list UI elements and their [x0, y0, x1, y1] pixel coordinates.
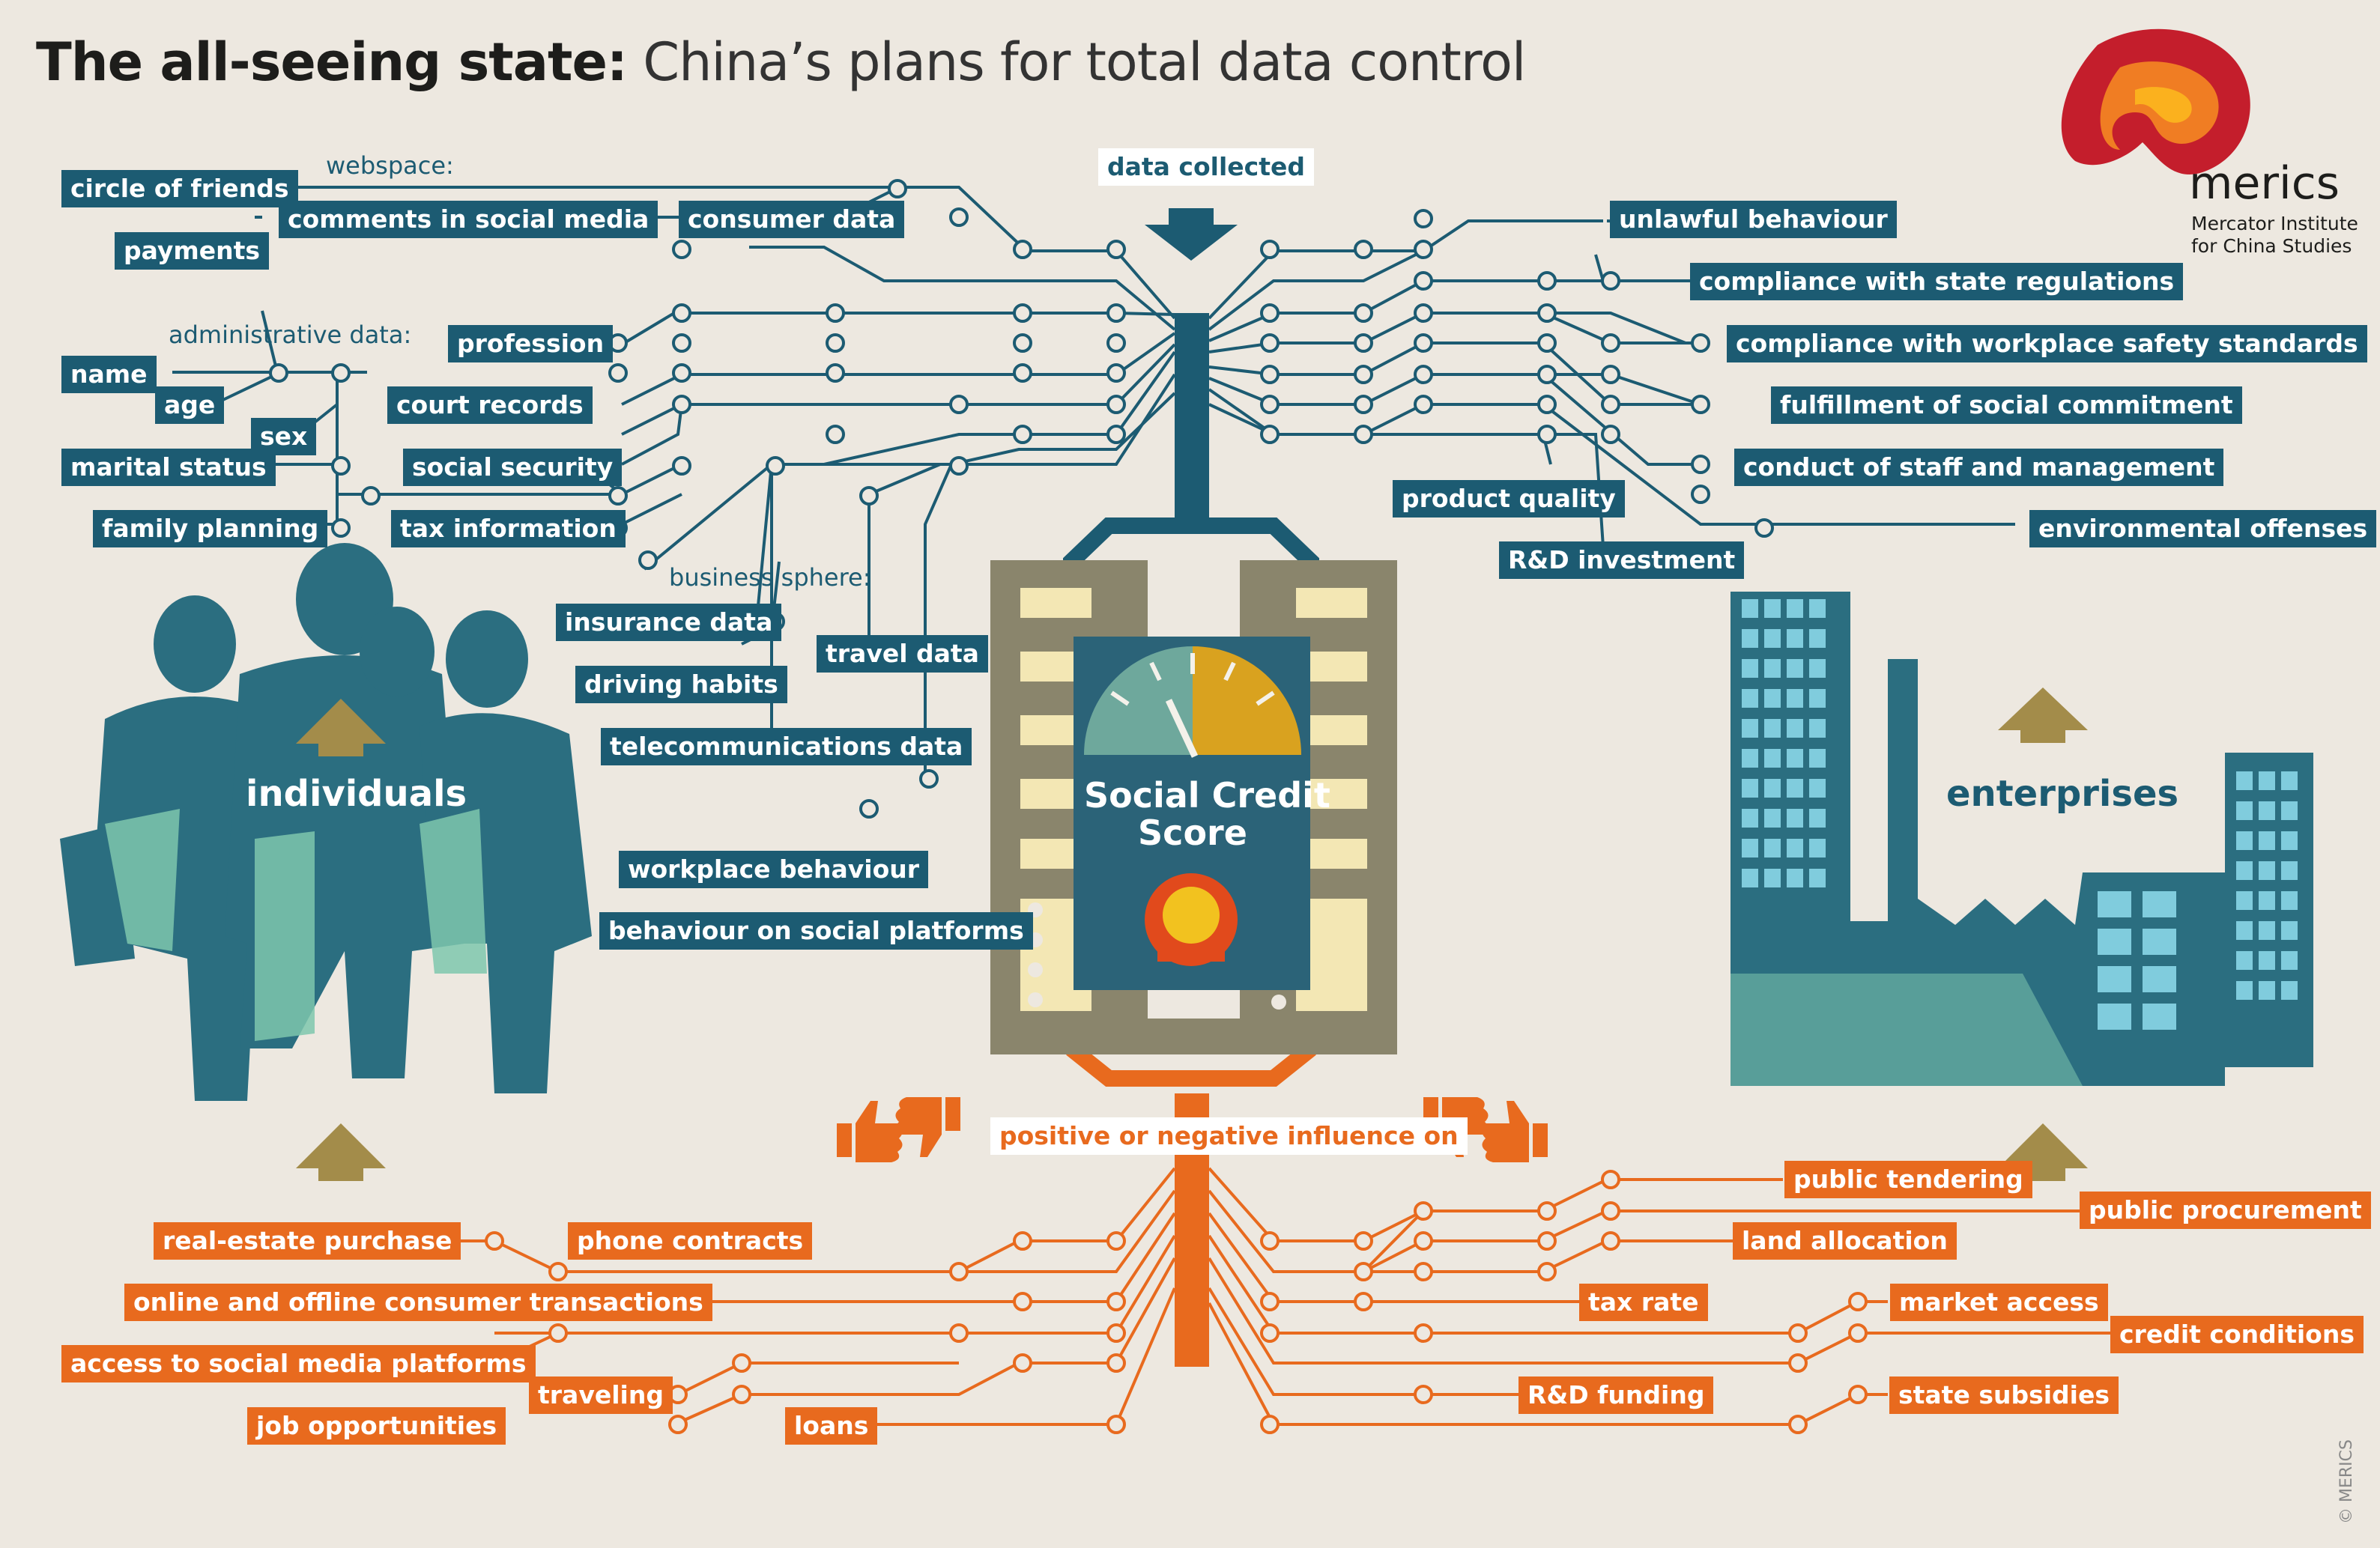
- input-label: circle of friends: [61, 170, 298, 207]
- input-label: tax information: [391, 510, 626, 547]
- webspace-caption: webspace:: [326, 151, 454, 180]
- input-label: driving habits: [575, 666, 787, 703]
- influence-label: positive or negative influence on: [990, 1117, 1468, 1155]
- output-label: access to social media platforms: [61, 1345, 536, 1382]
- input-label: product quality: [1393, 480, 1625, 517]
- input-label: family planning: [93, 510, 328, 547]
- individuals-label: individuals: [246, 773, 467, 815]
- input-label: unlawful behaviour: [1610, 201, 1897, 238]
- input-label: court records: [387, 386, 593, 424]
- merics-logo: [2061, 28, 2250, 174]
- thumbs-up-icon: [837, 1101, 903, 1162]
- up-arrow-icon: [296, 699, 386, 756]
- people-silhouettes: [60, 543, 592, 1101]
- input-label: payments: [115, 232, 270, 270]
- input-label: compliance with workplace safety standar…: [1727, 325, 2367, 362]
- input-label: conduct of staff and management: [1734, 449, 2224, 486]
- score-line-1: Social Credit: [1084, 775, 1330, 816]
- input-label: telecommunications data: [601, 728, 972, 765]
- input-label: name: [61, 356, 157, 393]
- input-label: profession: [448, 325, 614, 362]
- page-title: The all-seeing state: China’s plans for …: [36, 31, 1526, 93]
- administrative-caption: administrative data:: [169, 321, 412, 349]
- output-label: online and offline consumer transactions: [124, 1284, 712, 1321]
- brand-name: merics: [2189, 157, 2340, 210]
- copyright: © MERICS: [2337, 1439, 2356, 1524]
- credit-building: [990, 560, 1397, 1054]
- output-label: public tendering: [1784, 1161, 2032, 1198]
- down-arrow-icon: [1145, 208, 1238, 261]
- output-label: R&D funding: [1518, 1376, 1714, 1414]
- output-label: real-estate purchase: [154, 1222, 461, 1260]
- output-label: job opportunities: [247, 1407, 506, 1445]
- thumbs-up-icon: [1482, 1101, 1548, 1162]
- output-label: tax rate: [1579, 1284, 1708, 1321]
- title-bold: The all-seeing state:: [36, 31, 628, 93]
- brand-subtitle-1: Mercator Institute: [2191, 213, 2358, 234]
- business-caption: business sphere:: [669, 563, 871, 592]
- input-label: consumer data: [679, 201, 905, 238]
- output-label: state subsidies: [1889, 1376, 2119, 1414]
- score-line-2: Score: [1138, 813, 1247, 853]
- input-label: marital status: [61, 449, 276, 486]
- thumbs-down-icon: [895, 1097, 960, 1157]
- up-arrow-icon: [296, 1123, 386, 1181]
- input-label: behaviour on social platforms: [599, 912, 1033, 950]
- input-label: comments in social media: [279, 201, 658, 238]
- output-label: public procurement: [2080, 1192, 2371, 1229]
- people-highlights: [105, 809, 487, 1041]
- input-label: fulfillment of social commitment: [1771, 386, 2242, 424]
- output-label: credit conditions: [2110, 1316, 2364, 1353]
- input-label: environmental offenses: [2029, 510, 2377, 547]
- output-label: phone contracts: [568, 1222, 813, 1260]
- brand-subtitle-2: for China Studies: [2191, 235, 2352, 257]
- input-label: sex: [251, 418, 317, 455]
- input-label: social security: [403, 449, 623, 486]
- data-nodes: [269, 179, 1774, 819]
- output-label: land allocation: [1733, 1222, 1957, 1260]
- enterprises-label: enterprises: [1946, 773, 2179, 815]
- input-label: insurance data: [556, 604, 782, 641]
- factory-graphic: [1731, 592, 2313, 1086]
- input-label: workplace behaviour: [619, 851, 929, 888]
- input-label: compliance with state regulations: [1690, 263, 2184, 300]
- input-label: age: [155, 386, 225, 424]
- up-arrow-icon: [1998, 688, 2088, 743]
- influence-nodes: [485, 1170, 1868, 1434]
- input-label: travel data: [817, 635, 988, 673]
- title-rest: China’s plans for total data control: [643, 31, 1526, 93]
- data-collected-label: data collected: [1098, 148, 1314, 186]
- output-label: market access: [1890, 1284, 2108, 1321]
- output-label: loans: [785, 1407, 878, 1445]
- input-label: R&D investment: [1499, 541, 1745, 579]
- output-label: traveling: [529, 1376, 673, 1414]
